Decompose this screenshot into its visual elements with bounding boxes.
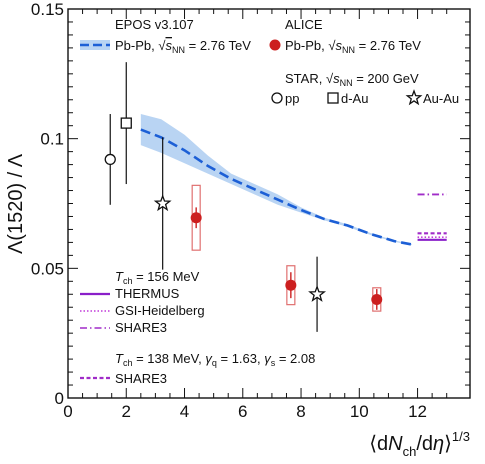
- x-tick-label: 2: [122, 402, 131, 421]
- y-axis-title: Λ(1520) / Λ: [5, 153, 27, 254]
- legend-alice: ALICE Pb-Pb, √sNN = 2.76 TeV: [269, 17, 421, 55]
- legend-star-title: STAR, √sNN = 200 GeV: [285, 71, 419, 88]
- tick-layer: 0 2 4 6 8 10 12 0 0.05 0.1 0.15: [31, 0, 470, 421]
- legend-tch156-title: Tch = 156 MeV: [115, 269, 200, 286]
- legend-share3-138-label: SHARE3: [115, 371, 167, 386]
- legend-alice-marker: [269, 39, 281, 51]
- y-tick-label: 0.05: [31, 259, 64, 278]
- y-tick-label: 0.1: [40, 130, 64, 149]
- legend-alice-title: ALICE: [285, 17, 323, 32]
- alice-point: [190, 212, 202, 224]
- star-dau-point: [120, 117, 132, 129]
- legend-tch138-title: Tch = 138 MeV, γq = 1.63, γs = 2.08: [115, 351, 315, 368]
- legend-alice-label: Pb-Pb, √sNN = 2.76 TeV: [285, 38, 421, 55]
- epos-line: [140, 128, 412, 246]
- plot-frame: [67, 8, 471, 399]
- legend-epos: EPOS v3.107 Pb-Pb, √sNN = 2.76 TeV: [80, 17, 251, 55]
- legend-auau-label: Au-Au: [423, 91, 459, 106]
- legend-share3-label: SHARE3: [115, 320, 167, 335]
- epos-model-layer: [140, 114, 412, 246]
- y-tick-label: 0: [55, 389, 64, 408]
- legend-pp-marker: [271, 92, 283, 104]
- legend-auau-marker: [405, 89, 423, 106]
- epos-band: [140, 114, 412, 245]
- y-tick-label: 0.15: [31, 0, 64, 19]
- legend-dau-label: d-Au: [341, 91, 368, 106]
- star-auau-point: [153, 194, 172, 212]
- x-tick-label: 8: [296, 402, 305, 421]
- star-auau-point: [308, 284, 327, 302]
- alice-point: [285, 279, 297, 291]
- legend-gsi-label: GSI-Heidelberg: [115, 303, 205, 318]
- model-lines-layer: [417, 193, 447, 241]
- legend-dau-marker: [327, 92, 339, 104]
- x-axis-title: ⟨dNch/dη⟩1/3: [369, 429, 470, 459]
- legend-epos-label: Pb-Pb, √sNN = 2.76 TeV: [115, 38, 251, 55]
- legend-star: STAR, √sNN = 200 GeV pp d-Au Au-Au: [271, 71, 459, 106]
- data-points-layer: [104, 62, 383, 332]
- star-pp-point: [104, 153, 116, 166]
- alice-point: [371, 293, 383, 305]
- legend-thermal-138: Tch = 138 MeV, γq = 1.63, γs = 2.08 SHAR…: [80, 351, 315, 386]
- x-tick-label: 6: [238, 402, 247, 421]
- x-tick-label: 4: [180, 402, 189, 421]
- legend-thermal-156: Tch = 156 MeV THERMUS GSI-Heidelberg SHA…: [80, 269, 205, 335]
- legend-thermus-label: THERMUS: [115, 286, 180, 301]
- x-tick-label: 12: [408, 402, 427, 421]
- x-tick-label: 0: [63, 402, 72, 421]
- legend-epos-title: EPOS v3.107: [115, 17, 194, 32]
- legend-pp-label: pp: [285, 91, 299, 106]
- x-tick-label: 10: [350, 402, 369, 421]
